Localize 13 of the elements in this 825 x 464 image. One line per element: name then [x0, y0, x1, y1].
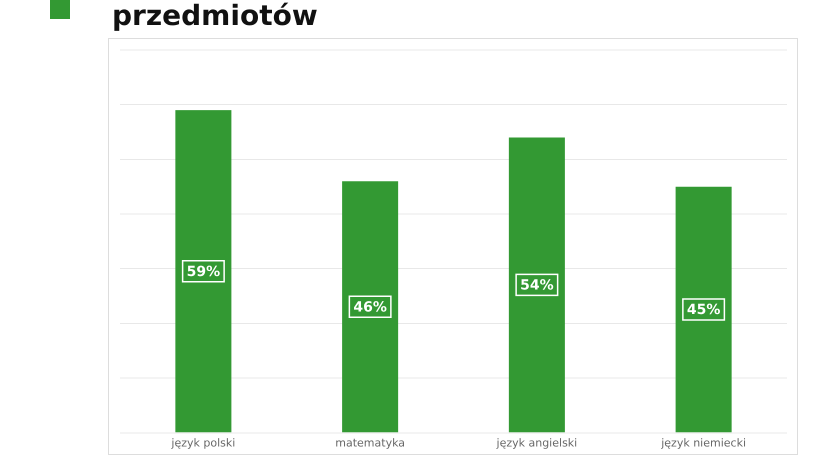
x-tick-label: język niemiecki	[660, 436, 746, 450]
data-label: 45%	[686, 302, 720, 318]
bar	[175, 110, 232, 432]
data-label: 46%	[353, 299, 387, 316]
bar	[508, 137, 565, 432]
x-tick-label: język polski	[170, 436, 236, 450]
chart-title: przedmiotów	[112, 0, 318, 33]
data-label: 54%	[520, 278, 554, 294]
bar	[342, 181, 398, 432]
bar	[676, 186, 732, 432]
data-label: 59%	[186, 264, 220, 280]
x-tick-label: matematyka	[335, 436, 405, 450]
x-tick-label: język angielski	[496, 436, 578, 450]
